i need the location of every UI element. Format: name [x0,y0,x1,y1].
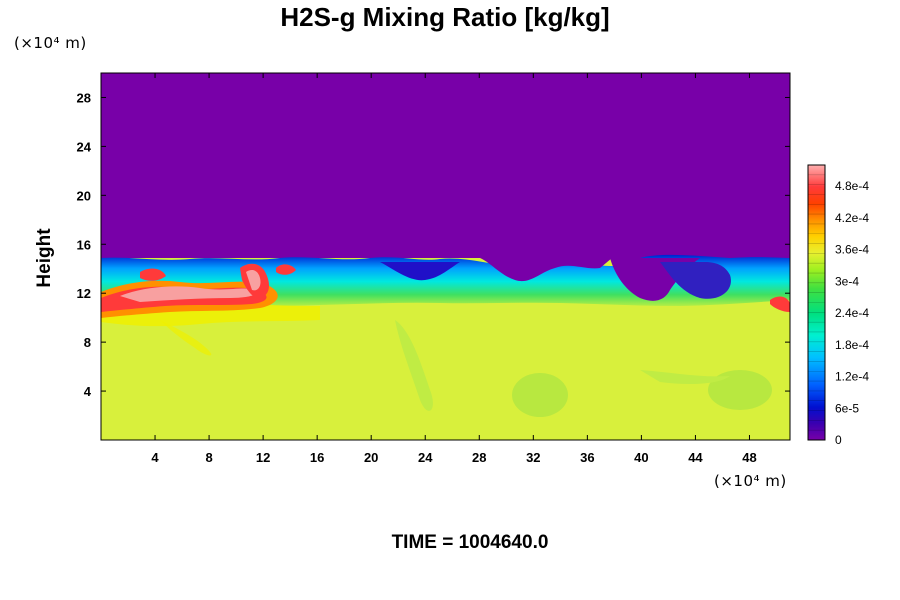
purple-intrusion [660,262,731,299]
colorbar-tick-label: 6e-5 [835,401,859,415]
y-axis-unit: (×10⁴ m) [14,34,87,52]
x-tick-label: 44 [688,450,703,465]
x-tick-label: 40 [634,450,648,465]
y-tick-label: 12 [77,286,91,301]
x-tick-label: 8 [205,450,212,465]
red-swirl [770,296,790,312]
x-tick-label: 48 [742,450,756,465]
y-tick-label: 28 [77,90,91,105]
purple-intrusion [380,262,460,281]
green-streak [640,370,730,384]
y-axis-label: Height [34,228,55,288]
yellow-plume [160,320,212,356]
pink-zone [120,286,258,302]
green-blob [708,370,772,410]
x-tick-label: 20 [364,450,378,465]
colorbar-tick-label: 4.2e-4 [835,211,869,225]
time-label: TIME = 1004640.0 [391,532,549,553]
x-axis-unit: (×10⁴ m) [714,472,787,490]
colorbar-tick-label: 1.2e-4 [835,370,869,384]
x-tick-label: 28 [472,450,486,465]
x-tick-label: 4 [151,450,159,465]
pink-swirl [246,270,261,291]
colorbar-bands [808,174,825,431]
x-tick-label: 24 [418,450,433,465]
colorbar-tick-label: 1.8e-4 [835,338,869,352]
y-tick-label: 8 [84,335,91,350]
y-tick-label: 4 [84,384,92,399]
plot-frame [100,72,791,441]
x-tick-label: 36 [580,450,594,465]
x-axis: 4 8 12 16 20 24 28 32 36 40 44 48 [151,73,757,465]
y-tick-label: 16 [77,237,91,252]
plot-area [101,73,790,440]
green-blob [512,373,568,417]
colorbar-tick-label: 3e-4 [835,274,859,288]
red-swirl [276,264,296,275]
x-tick-label: 12 [256,450,270,465]
red-swirl [140,268,166,281]
y-axis: 4 8 12 16 20 24 28 [77,90,790,399]
colorbar-tick-label: 4.8e-4 [835,179,869,193]
colorbar-ticks: 0 6e-5 1.2e-4 1.8e-4 2.4e-4 3e-4 3.6e-4 4.2e-4 4… [835,179,869,447]
purple-intrusion [480,258,612,282]
chart-title: H2S-g Mixing Ratio [kg/kg] [280,2,610,32]
colorbar-gradient [807,164,826,441]
colorbar-tick-label: 3.6e-4 [835,243,869,257]
upper-layer [101,73,790,258]
colorbar-tick-label: 2.4e-4 [835,306,869,320]
green-streak [395,320,433,411]
x-tick-label: 16 [310,450,324,465]
y-tick-label: 20 [77,188,91,203]
colorbar: 0 6e-5 1.2e-4 1.8e-4 2.4e-4 3e-4 3.6e-4 4.2e-4 4… [807,164,869,447]
colorbar-tick-label: 0 [835,433,842,447]
y-tick-label: 24 [77,139,92,154]
x-tick-label: 32 [526,450,540,465]
